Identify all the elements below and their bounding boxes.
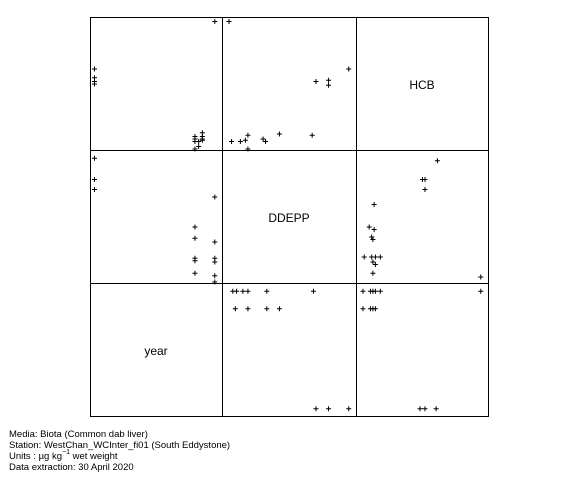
scatter-marks	[92, 19, 484, 412]
point-HCB-vs-year-13	[212, 19, 218, 24]
point-year-vs-DDEPP-10	[313, 406, 319, 412]
point-year-vs-HCB-10	[417, 406, 423, 412]
diagonal-label-year: year	[144, 344, 167, 358]
footer-units-suffix: wet weight	[69, 451, 118, 462]
point-year-vs-HCB-0	[360, 288, 366, 294]
footer-extraction: Data extraction: 30 April 2020	[9, 462, 134, 473]
point-HCB-vs-DDEPP-8	[276, 131, 282, 137]
point-year-vs-DDEPP-7	[264, 306, 270, 312]
point-HCB-vs-DDEPP-4	[245, 132, 251, 138]
point-HCB-vs-DDEPP-6	[260, 136, 266, 142]
point-HCB-vs-DDEPP-13	[346, 66, 352, 72]
point-DDEPP-vs-HCB-6	[371, 227, 377, 232]
footer-units-mu: µg kg	[38, 451, 62, 462]
point-year-vs-HCB-12	[433, 406, 439, 412]
point-year-vs-HCB-5	[360, 306, 366, 312]
point-HCB-vs-DDEPP-1	[229, 139, 235, 144]
matrix-frame	[90, 17, 489, 417]
point-DDEPP-vs-HCB-3	[370, 237, 376, 242]
footer-units-prefix: Units :	[9, 451, 39, 462]
point-HCB-vs-year-14	[192, 146, 198, 152]
point-HCB-vs-year-7	[196, 139, 202, 144]
point-HCB-vs-DDEPP-0	[226, 19, 232, 24]
point-DDEPP-vs-year-13	[212, 273, 218, 279]
footer-units-exp: −1	[62, 448, 70, 456]
point-HCB-vs-DDEPP-2	[237, 139, 243, 144]
point-year-vs-DDEPP-3	[245, 288, 251, 294]
point-DDEPP-vs-year-5	[192, 235, 198, 241]
diagonal-label-hcb: HCB	[409, 78, 434, 92]
point-HCB-vs-DDEPP-12	[326, 82, 332, 88]
footer-notes: Media: Biota (Common dab liver) Station:…	[9, 429, 230, 473]
point-DDEPP-vs-HCB-1	[366, 224, 372, 230]
point-year-vs-DDEPP-12	[346, 406, 352, 412]
point-DDEPP-vs-HCB-4	[370, 259, 376, 265]
point-DDEPP-vs-year-10	[212, 239, 218, 245]
point-DDEPP-vs-year-1	[92, 177, 97, 182]
point-DDEPP-vs-year-0	[92, 155, 97, 161]
point-DDEPP-vs-HCB-13	[422, 177, 428, 182]
point-DDEPP-vs-HCB-9	[377, 254, 383, 260]
point-year-vs-DDEPP-4	[232, 306, 238, 312]
point-HCB-vs-DDEPP-9	[309, 132, 315, 138]
point-DDEPP-vs-HCB-2	[369, 234, 375, 240]
point-year-vs-HCB-3	[372, 288, 378, 294]
point-DDEPP-vs-HCB-11	[369, 254, 375, 260]
point-HCB-vs-DDEPP-5	[245, 146, 251, 152]
matrix-grid	[90, 17, 489, 417]
point-HCB-vs-year-12	[199, 137, 205, 143]
point-year-vs-HCB-4	[377, 288, 383, 294]
point-DDEPP-vs-HCB-16	[478, 274, 484, 280]
point-HCB-vs-year-0	[92, 66, 97, 72]
point-DDEPP-vs-year-9	[212, 194, 218, 200]
point-DDEPP-vs-year-14	[212, 279, 218, 285]
point-DDEPP-vs-year-7	[192, 258, 198, 264]
footer-media: Media: Biota (Common dab liver)	[9, 429, 148, 440]
point-HCB-vs-DDEPP-10	[313, 79, 319, 84]
point-HCB-vs-year-3	[92, 81, 97, 87]
point-year-vs-DDEPP-2	[240, 288, 246, 294]
point-DDEPP-vs-HCB-0	[361, 254, 367, 260]
point-DDEPP-vs-HCB-5	[371, 202, 377, 207]
point-year-vs-HCB-8	[372, 306, 378, 312]
point-year-vs-DDEPP-1	[234, 288, 240, 294]
point-DDEPP-vs-year-4	[192, 224, 198, 230]
point-HCB-vs-DDEPP-7	[263, 139, 269, 144]
point-year-vs-HCB-9	[478, 288, 484, 294]
point-DDEPP-vs-year-3	[92, 187, 97, 192]
point-DDEPP-vs-year-8	[192, 270, 198, 276]
point-HCB-vs-year-8	[196, 144, 202, 149]
point-DDEPP-vs-HCB-10	[370, 270, 376, 276]
point-year-vs-DDEPP-5	[245, 306, 251, 312]
point-DDEPP-vs-year-12	[212, 259, 218, 265]
point-DDEPP-vs-HCB-14	[422, 187, 428, 192]
point-year-vs-DDEPP-8	[276, 306, 282, 312]
point-DDEPP-vs-HCB-8	[372, 262, 378, 267]
point-DDEPP-vs-HCB-15	[434, 158, 440, 164]
footer-station: Station: WestChan_WCInter_fi01 (South Ed…	[9, 440, 231, 451]
point-year-vs-DDEPP-9	[310, 288, 316, 294]
footer-units: Units : µg kg−1 wet weight	[9, 448, 230, 462]
point-year-vs-DDEPP-11	[326, 406, 332, 412]
diagonal-label-ddepp: DDEPP	[268, 211, 309, 225]
point-year-vs-HCB-11	[422, 406, 428, 412]
point-HCB-vs-DDEPP-3	[242, 137, 248, 143]
point-HCB-vs-DDEPP-11	[326, 77, 332, 83]
point-year-vs-DDEPP-6	[264, 288, 270, 294]
